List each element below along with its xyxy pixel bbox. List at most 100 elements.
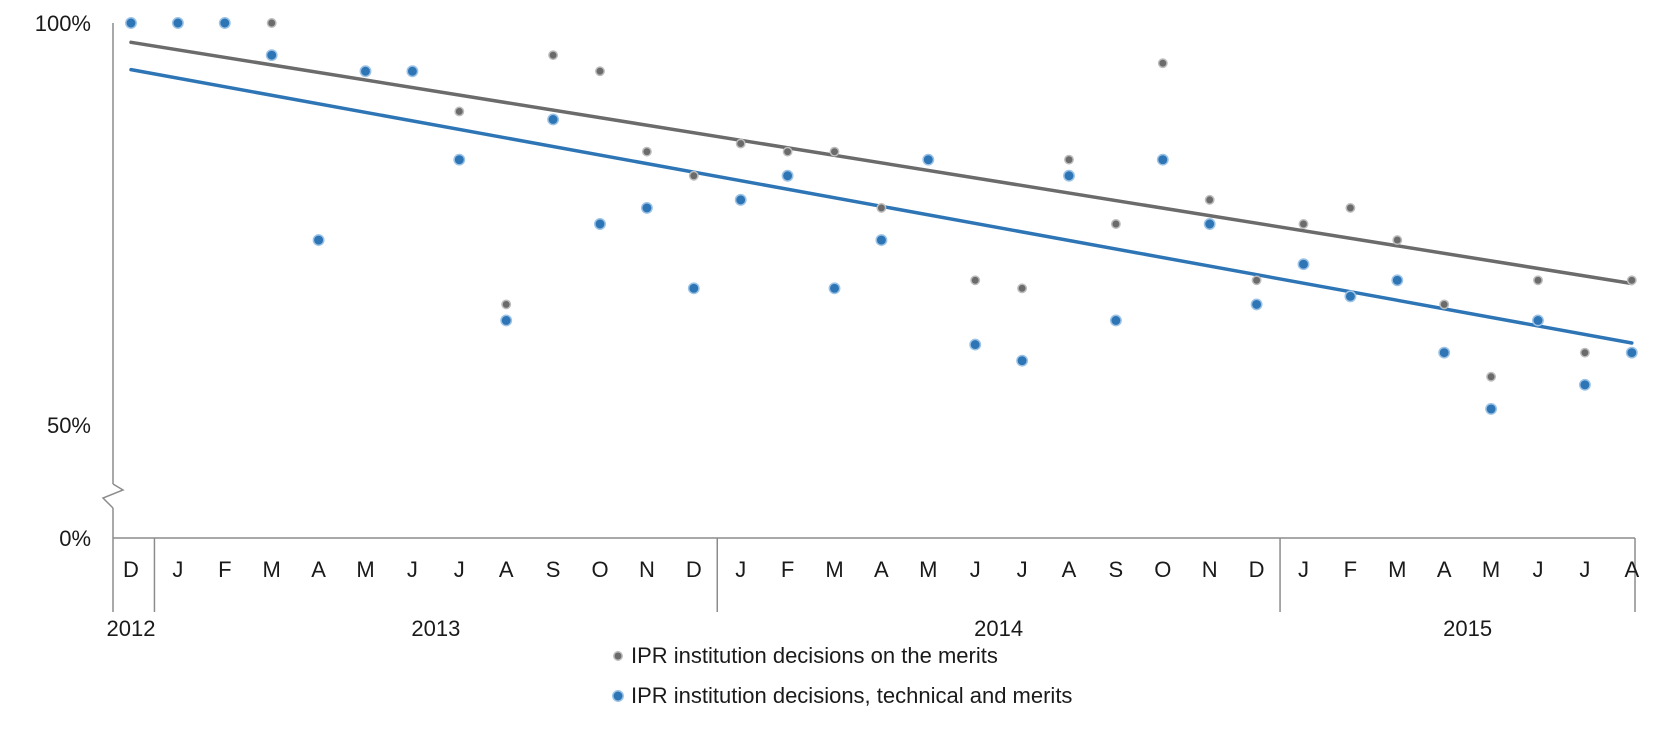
x-month-label: J bbox=[454, 557, 465, 582]
x-year-label: 2013 bbox=[411, 616, 460, 641]
point-merits bbox=[1018, 284, 1026, 292]
point-technical-merits bbox=[829, 283, 839, 293]
point-technical-merits bbox=[454, 154, 464, 164]
x-month-label: F bbox=[218, 557, 231, 582]
x-month-label: J bbox=[1017, 557, 1028, 582]
point-technical-merits bbox=[736, 195, 746, 205]
legend-label: IPR institution decisions on the merits bbox=[631, 643, 998, 668]
chart-legend: IPR institution decisions on the merits I… bbox=[613, 643, 1073, 708]
point-technical-merits bbox=[548, 114, 558, 124]
x-month-label: A bbox=[874, 557, 889, 582]
point-merits bbox=[1159, 59, 1167, 67]
x-month-label: A bbox=[1062, 557, 1077, 582]
point-technical-merits bbox=[360, 66, 370, 76]
point-merits bbox=[502, 300, 510, 308]
x-month-label: J bbox=[407, 557, 418, 582]
point-merits bbox=[1346, 204, 1354, 212]
legend-marker bbox=[613, 691, 623, 701]
x-month-label: O bbox=[591, 557, 608, 582]
legend-item: IPR institution decisions, technical and… bbox=[613, 683, 1073, 708]
y-tick-label: 100% bbox=[35, 11, 91, 36]
point-technical-merits bbox=[313, 235, 323, 245]
point-technical-merits bbox=[782, 171, 792, 181]
point-technical-merits bbox=[1533, 315, 1543, 325]
point-technical-merits bbox=[970, 339, 980, 349]
x-month-label: D bbox=[1249, 557, 1265, 582]
x-month-label: A bbox=[1624, 557, 1639, 582]
x-month-label: M bbox=[263, 557, 281, 582]
point-merits bbox=[1112, 220, 1120, 228]
x-month-label: M bbox=[919, 557, 937, 582]
point-technical-merits bbox=[220, 18, 230, 28]
point-technical-merits bbox=[407, 66, 417, 76]
point-merits bbox=[1628, 276, 1636, 284]
point-merits bbox=[783, 147, 791, 155]
point-technical-merits bbox=[1251, 299, 1261, 309]
x-month-label: A bbox=[1437, 557, 1452, 582]
point-merits bbox=[877, 204, 885, 212]
x-month-label: J bbox=[1579, 557, 1590, 582]
x-month-label: M bbox=[825, 557, 843, 582]
point-merits bbox=[1206, 196, 1214, 204]
point-merits bbox=[1299, 220, 1307, 228]
point-technical-merits bbox=[1439, 347, 1449, 357]
point-technical-merits bbox=[1064, 171, 1074, 181]
legend-item: IPR institution decisions on the merits bbox=[614, 643, 998, 668]
chart-canvas: 100%50%0%DJFMAMJJASONDJFMAMJJASONDJFMAMJ… bbox=[0, 0, 1656, 750]
point-merits bbox=[455, 107, 463, 115]
trend-line-merits bbox=[131, 42, 1632, 283]
point-technical-merits bbox=[1158, 154, 1168, 164]
x-month-label: O bbox=[1154, 557, 1171, 582]
point-technical-merits bbox=[876, 235, 886, 245]
x-month-label: M bbox=[1388, 557, 1406, 582]
point-merits bbox=[1440, 300, 1448, 308]
point-merits bbox=[549, 51, 557, 59]
point-merits bbox=[971, 276, 979, 284]
point-technical-merits bbox=[689, 283, 699, 293]
x-month-label: A bbox=[311, 557, 326, 582]
point-technical-merits bbox=[1205, 219, 1215, 229]
point-merits bbox=[1252, 276, 1260, 284]
point-technical-merits bbox=[595, 219, 605, 229]
point-technical-merits bbox=[1486, 404, 1496, 414]
point-merits bbox=[268, 19, 276, 27]
y-tick-label: 0% bbox=[59, 526, 91, 551]
x-year-label: 2015 bbox=[1443, 616, 1492, 641]
point-technical-merits bbox=[173, 18, 183, 28]
point-technical-merits bbox=[923, 154, 933, 164]
x-month-label: F bbox=[1344, 557, 1357, 582]
x-month-label: J bbox=[172, 557, 183, 582]
point-merits bbox=[830, 147, 838, 155]
x-month-label: M bbox=[356, 557, 374, 582]
x-month-label: S bbox=[1109, 557, 1124, 582]
point-technical-merits bbox=[1627, 347, 1637, 357]
legend-marker bbox=[614, 652, 622, 660]
point-technical-merits bbox=[126, 18, 136, 28]
x-month-label: N bbox=[639, 557, 655, 582]
x-month-label: J bbox=[1533, 557, 1544, 582]
point-technical-merits bbox=[1017, 355, 1027, 365]
point-merits bbox=[1581, 348, 1589, 356]
x-year-label: 2014 bbox=[974, 616, 1023, 641]
point-merits bbox=[737, 139, 745, 147]
point-merits bbox=[1065, 155, 1073, 163]
point-technical-merits bbox=[1392, 275, 1402, 285]
point-merits bbox=[596, 67, 604, 75]
x-month-label: S bbox=[546, 557, 561, 582]
point-technical-merits bbox=[1345, 291, 1355, 301]
point-merits bbox=[1487, 373, 1495, 381]
point-merits bbox=[643, 147, 651, 155]
trend-lines bbox=[131, 42, 1632, 343]
point-technical-merits bbox=[1298, 259, 1308, 269]
point-technical-merits bbox=[1580, 380, 1590, 390]
legend-label: IPR institution decisions, technical and… bbox=[631, 683, 1072, 708]
x-month-label: M bbox=[1482, 557, 1500, 582]
x-month-label: N bbox=[1202, 557, 1218, 582]
point-technical-merits bbox=[642, 203, 652, 213]
y-axis-break bbox=[103, 484, 123, 508]
x-month-label: D bbox=[686, 557, 702, 582]
x-month-label: F bbox=[781, 557, 794, 582]
x-month-label: J bbox=[1298, 557, 1309, 582]
x-month-label: D bbox=[123, 557, 139, 582]
point-merits bbox=[1393, 236, 1401, 244]
